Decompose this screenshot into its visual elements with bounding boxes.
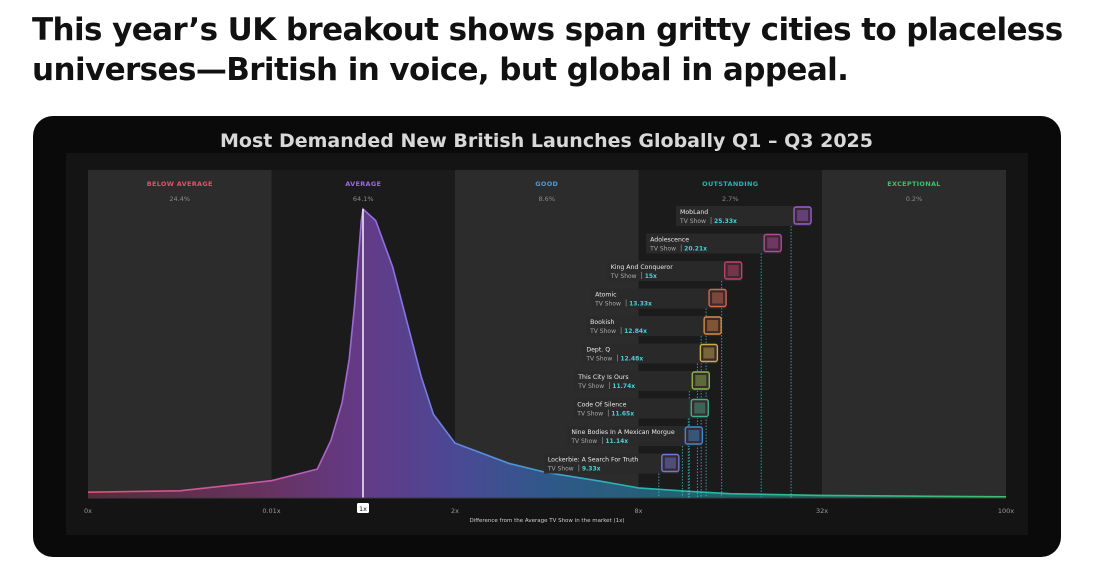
- x-axis-title: Difference from the Average TV Show in t…: [469, 518, 624, 524]
- title-thumbnail: [661, 453, 680, 473]
- title-thumbnail-art: [664, 457, 676, 469]
- title-name: This City Is Ours: [577, 374, 628, 381]
- title-value: 25.33x: [714, 218, 737, 225]
- title-thumbnail-art: [688, 430, 700, 441]
- headline: This year’s UK breakout shows span gritt…: [32, 12, 1063, 88]
- title-value: 15x: [645, 273, 657, 280]
- title-value: 11.65x: [611, 411, 634, 418]
- title-thumbnail-art: [797, 210, 809, 221]
- title-thumbnail: [708, 288, 727, 308]
- title-type: TV Show: [649, 246, 676, 253]
- x-tick-label: 100x: [998, 507, 1014, 515]
- title-name: Adolescence: [650, 237, 689, 244]
- title-thumbnail: [724, 261, 743, 280]
- title-type: TV Show: [589, 328, 616, 335]
- x-tick-label: 0x: [84, 507, 92, 515]
- x-tick-label: 8x: [635, 507, 643, 515]
- band-percentage: 2.7%: [722, 195, 739, 203]
- title-thumbnail: [684, 426, 704, 445]
- title-thumbnail: [703, 316, 722, 335]
- title-name: Dept. Q: [586, 347, 610, 354]
- title-thumbnail-art: [727, 265, 739, 276]
- title-type: TV Show: [577, 383, 604, 390]
- title-type: TV Show: [576, 411, 603, 418]
- title-name: Code Of Silence: [577, 402, 626, 409]
- title-value: 11.14x: [605, 438, 628, 445]
- band-percentage: 0.2%: [906, 195, 923, 203]
- title-value: 12.48x: [620, 356, 643, 363]
- band-1: [88, 170, 272, 498]
- band-label: BELOW AVERAGE: [147, 180, 213, 188]
- band-percentage: 64.1%: [353, 195, 374, 203]
- title-name: King And Conqueror: [611, 264, 674, 271]
- title-card: [591, 288, 727, 309]
- chart-title: Most Demanded New British Launches Globa…: [220, 130, 873, 152]
- band-label: EXCEPTIONAL: [887, 180, 941, 188]
- title-type: TV Show: [610, 273, 637, 280]
- title-card: [646, 233, 782, 254]
- title-value: 13.33x: [629, 301, 652, 308]
- band-label: AVERAGE: [345, 180, 381, 188]
- title-card: [606, 261, 742, 281]
- title-card: [586, 316, 722, 336]
- band-percentage: 24.4%: [169, 195, 190, 203]
- title-type: TV Show: [679, 218, 706, 225]
- title-value: 9.33x: [582, 466, 601, 473]
- title-type: TV Show: [547, 466, 574, 473]
- band-percentage: 8.6%: [538, 195, 555, 203]
- title-type: TV Show: [585, 356, 612, 363]
- title-name: Bookish: [590, 319, 614, 326]
- x-tick-label: 2x: [451, 507, 459, 515]
- title-type: TV Show: [570, 438, 597, 445]
- x-tick-label: 32x: [816, 507, 828, 515]
- title-thumbnail-art: [712, 292, 724, 304]
- title-value: 12.84x: [624, 328, 647, 335]
- band-label: OUTSTANDING: [702, 180, 758, 188]
- x-tick-highlight: [357, 503, 369, 513]
- title-card: [574, 371, 710, 391]
- title-name: Nine Bodies In A Mexican Morgue: [571, 429, 675, 436]
- title-thumbnail-art: [767, 237, 779, 249]
- title-value: 11.74x: [612, 383, 635, 390]
- band-5: [822, 170, 1006, 498]
- title-thumbnail-art: [707, 320, 719, 331]
- title-thumbnail-art: [694, 402, 706, 414]
- x-tick-label: 0.01x: [262, 507, 280, 515]
- title-card: [582, 343, 718, 364]
- title-name: MobLand: [680, 209, 708, 216]
- title-type: TV Show: [594, 301, 621, 308]
- band-label: GOOD: [535, 180, 558, 188]
- title-thumbnail: [691, 371, 710, 390]
- title-thumbnail-art: [703, 347, 715, 359]
- title-card: [676, 206, 812, 226]
- x-tick-label: 1x: [359, 505, 367, 513]
- title-value: 20.21x: [684, 246, 707, 253]
- title-card: [573, 398, 709, 419]
- title-name: Lockerbie: A Search For Truth: [548, 457, 639, 464]
- title-thumbnail-art: [695, 375, 707, 386]
- title-thumbnail: [793, 206, 812, 225]
- title-thumbnail: [763, 233, 782, 253]
- title-name: Atomic: [595, 292, 617, 299]
- title-card: [543, 453, 679, 474]
- title-card: [567, 426, 703, 446]
- distribution-curve: [87, 207, 1007, 498]
- title-thumbnail: [699, 343, 719, 363]
- title-thumbnail: [690, 398, 709, 418]
